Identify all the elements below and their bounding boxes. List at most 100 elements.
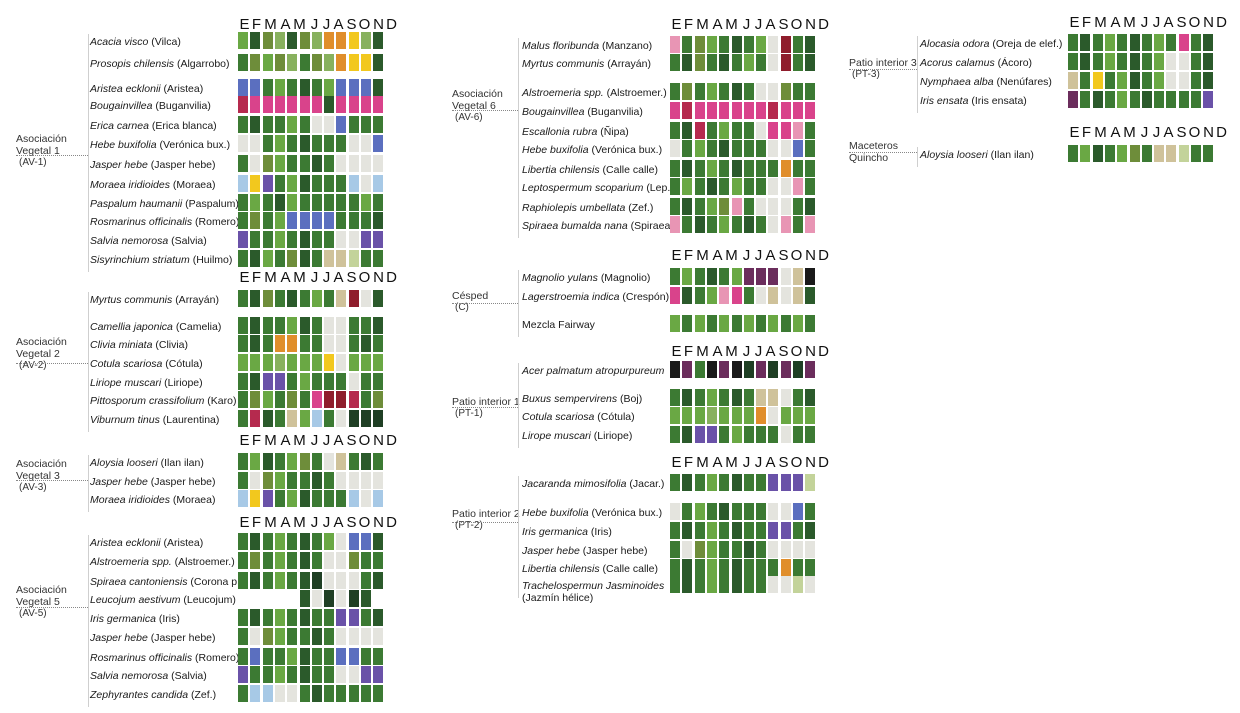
month-swatch [250,335,260,352]
month-swatch [250,609,260,626]
month-swatch [373,135,383,152]
month-swatch [275,609,285,626]
month-swatch [781,315,791,332]
month-label: M [1094,14,1107,31]
month-swatch [373,175,383,192]
month-swatch [250,231,260,248]
month-swatch [1068,34,1078,51]
month-swatch-row [238,335,388,352]
month-swatch [1130,53,1140,70]
month-swatch [300,155,310,172]
month-swatch [300,96,310,113]
month-swatch [312,533,322,550]
plant-label: Jasper hebe (Jasper hebe) [90,159,216,171]
month-swatch [707,178,717,195]
month-swatch [336,231,346,248]
plant-scientific-name: Buxus sempervirens [522,393,618,405]
month-swatch [707,559,717,576]
plant-label: Leucojum aestivum (Leucojum) [90,594,236,606]
month-swatch [1080,53,1090,70]
month-swatch [805,102,815,119]
month-swatch-row [670,287,820,304]
month-label: F [1081,124,1092,141]
month-swatch [707,102,717,119]
month-swatch [250,290,260,307]
month-swatch-row [670,503,820,520]
month-swatch [373,472,383,489]
plant-scientific-name: Bougainvillea [522,106,585,118]
month-swatch [312,472,322,489]
month-swatch [781,198,791,215]
month-swatch [361,194,371,211]
month-swatch [263,79,273,96]
month-swatch [682,268,692,285]
plant-label: Aloysia looseri (Ilan ilan) [920,149,1034,161]
month-swatch [1142,53,1152,70]
month-swatch [361,116,371,133]
month-label: N [373,514,384,531]
month-label: M [264,16,277,33]
plant-label: Iris germanica (Iris) [522,526,612,538]
month-label: A [765,454,776,471]
month-swatch [349,648,359,665]
group-bracket [88,455,89,512]
month-swatch [695,122,705,139]
group-name-line: Asociación [16,584,67,596]
month-swatch [670,160,680,177]
month-swatch-row [238,373,388,390]
month-swatch [287,533,297,550]
group-name-line: Quincho [849,152,889,164]
month-label: M [293,269,306,286]
month-swatch [275,116,285,133]
month-swatch [312,116,322,133]
month-swatch [349,116,359,133]
month-swatch [781,503,791,520]
month-swatch [373,490,383,507]
month-label: S [346,269,357,286]
month-swatch [1130,91,1140,108]
month-swatch [1154,72,1164,89]
month-swatch [756,522,766,539]
month-swatch [1068,53,1078,70]
month-swatch [275,250,285,267]
month-swatch [756,140,766,157]
month-swatch-row [670,140,820,157]
plant-label: Myrtus communis (Arrayán) [522,58,651,70]
month-swatch [682,541,692,558]
month-swatch [682,160,692,177]
month-label: E [239,514,250,531]
month-swatch [732,54,742,71]
month-swatch [349,32,359,49]
month-swatch [263,175,273,192]
month-swatch [805,522,815,539]
month-swatch [1117,72,1127,89]
month-swatch [336,552,346,569]
month-swatch [263,533,273,550]
month-label: E [1069,124,1080,141]
month-swatch [793,36,803,53]
month-label: J [310,514,319,531]
month-swatch [238,666,248,683]
month-swatch [1093,145,1103,162]
month-swatch [250,79,260,96]
plant-common-name: (Jasper hebe) [150,632,216,644]
month-swatch [670,389,680,406]
plant-label: Raphiolepis umbellata (Zef.) [522,202,653,214]
month-label: J [742,454,751,471]
month-swatch [1105,72,1115,89]
month-swatch [324,175,334,192]
month-swatch [682,426,692,443]
month-swatch [768,315,778,332]
month-swatch [250,175,260,192]
month-swatch [238,250,248,267]
month-swatch [287,648,297,665]
month-swatch [312,666,322,683]
month-swatch [670,576,680,593]
month-swatch [768,474,778,491]
month-swatch [805,426,815,443]
month-swatch [744,178,754,195]
plant-common-name: (Karo) [207,395,237,407]
